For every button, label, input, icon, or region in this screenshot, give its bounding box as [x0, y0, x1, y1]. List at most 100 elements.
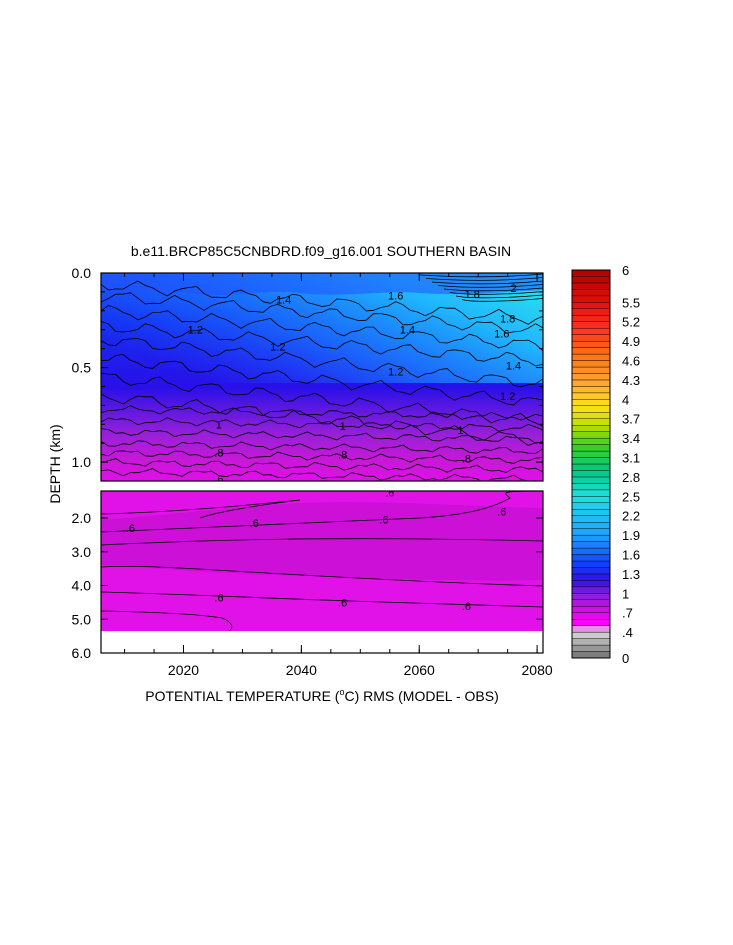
colorbar-swatch	[571, 425, 611, 432]
colorbar-swatch	[571, 399, 611, 407]
y-tick-label: 2.0	[72, 510, 92, 526]
colorbar-label: 1.6	[622, 548, 640, 563]
colorbar-swatch	[571, 489, 611, 497]
upper-contour-label: 1	[216, 419, 222, 431]
upper-contour-line	[101, 405, 543, 421]
upper-contour-line	[101, 458, 543, 473]
colorbar-label: .4	[622, 625, 633, 640]
lower-contour-line	[101, 499, 301, 519]
colorbar-swatch	[571, 295, 611, 303]
colorbar-swatch	[571, 580, 611, 588]
upper-contour-label: 1.6	[494, 329, 509, 341]
upper-contour-line	[419, 273, 543, 278]
upper-contour-line	[455, 294, 543, 299]
y-tick-label: 3.0	[72, 544, 92, 560]
colorbar-swatch	[571, 619, 611, 626]
colorbar-swatch	[571, 612, 611, 620]
colorbar-swatch	[571, 541, 611, 549]
colorbar-swatch	[571, 547, 611, 555]
upper-contour-line	[443, 287, 543, 292]
colorbar-swatch	[571, 534, 611, 542]
x-axis-label-part-2: C) RMS (MODEL - OBS)	[344, 688, 498, 704]
upper-contour-line	[431, 280, 543, 285]
y-tick-label: 6.0	[72, 645, 92, 661]
colorbar-label: 3.7	[622, 412, 640, 427]
colorbar-swatch	[571, 360, 611, 368]
upper-contour-label: 1.8	[500, 313, 515, 325]
upper-contour-label: .8	[214, 448, 223, 460]
y-tick-label: 1.0	[72, 454, 92, 470]
colorbar-swatch	[571, 599, 611, 607]
colorbar-swatch	[571, 405, 611, 413]
colorbar-swatch	[571, 437, 611, 445]
upper-contour-label: .8	[338, 450, 347, 462]
colorbar-swatch	[571, 328, 611, 335]
upper-contour-label: 1.4	[400, 325, 415, 337]
lower-contour-label: .6	[126, 523, 135, 535]
y-tick-label: 0.0	[72, 265, 92, 281]
upper-contour-line	[101, 468, 539, 481]
colorbar-swatch	[571, 302, 611, 310]
upper-contour-line	[101, 450, 543, 464]
upper-contour-line	[101, 338, 543, 388]
upper-contour-line	[425, 277, 543, 281]
lower-contour-label: .6	[379, 515, 388, 527]
upper-contour-label: 1.2	[188, 325, 203, 337]
upper-contour-label: 1.2	[270, 342, 285, 354]
colorbar-swatch	[571, 431, 611, 439]
colorbar-label: 0	[622, 651, 629, 666]
upper-contour-line	[101, 292, 543, 334]
colorbar-swatch	[571, 457, 611, 465]
upper-contour-label: 1.2	[500, 391, 515, 403]
upper-contour-label: 1	[457, 425, 463, 437]
colorbar-swatch	[571, 450, 611, 458]
colorbar-swatch	[571, 573, 611, 581]
colorbar-swatch	[571, 289, 611, 297]
upper-contour-lines	[101, 273, 543, 481]
colorbar-label: 1	[622, 586, 629, 601]
colorbar: 6 5.5 5.2 4.9 4.6 4.3 4 3.7 3.4 3.1 2.8 2.5 2.2 1.9 1.…	[571, 263, 640, 666]
y-tick-label: 4.0	[72, 578, 92, 594]
lower-frame	[100, 490, 544, 654]
colorbar-swatch	[571, 276, 611, 284]
x-tick-label: 2060	[404, 662, 435, 678]
colorbar-swatch	[571, 631, 611, 639]
upper-contour-label: 2	[510, 283, 516, 295]
colorbar-swatch	[571, 269, 611, 277]
upper-contour-line	[101, 372, 543, 427]
lower-contour-label: .6	[338, 597, 347, 609]
colorbar-swatch	[571, 392, 611, 400]
colorbar-swatch	[571, 308, 611, 316]
colorbar-label: 4.3	[622, 373, 640, 388]
colorbar-swatch	[571, 560, 611, 568]
x-axis-label-part-1: POTENTIAL TEMPERATURE (	[145, 688, 340, 704]
y-tick-label: 5.0	[72, 611, 92, 627]
lower-contour-line	[101, 491, 543, 533]
upper-contour-line	[101, 428, 543, 444]
colorbar-label: 3.4	[622, 431, 640, 446]
colorbar-swatch	[571, 373, 611, 381]
colorbar-swatch	[571, 470, 611, 478]
colorbar-swatch	[571, 638, 611, 646]
upper-contour-line	[437, 284, 543, 288]
lower-contour-label: .6	[385, 488, 394, 500]
colorbar-label: 2.8	[622, 470, 640, 485]
colorbar-swatch	[571, 586, 611, 594]
upper-contour-line	[101, 417, 543, 432]
upper-contour-line	[101, 304, 543, 352]
colorbar-swatch	[571, 347, 611, 355]
colorbar-swatch	[571, 476, 611, 484]
colorbar-swatch	[571, 515, 611, 523]
lower-contour-label: .6	[462, 601, 471, 613]
colorbar-swatch	[571, 386, 611, 394]
upper-contour-labels: 1.4 1.6 1.8 21.81.61.41.21.21.2 1.41.21 1 1.8.…	[188, 283, 522, 481]
colorbar-label: 4.6	[622, 354, 640, 369]
colorbar-label: 3.1	[622, 451, 640, 466]
colorbar-swatch	[571, 366, 611, 374]
colorbar-swatch	[571, 528, 611, 536]
colorbar-swatch	[571, 502, 611, 510]
colorbar-swatch	[571, 412, 611, 419]
lower-contour-label: .6	[497, 506, 506, 518]
lower-contour-lines	[101, 491, 543, 634]
colorbar-swatch	[571, 340, 611, 348]
